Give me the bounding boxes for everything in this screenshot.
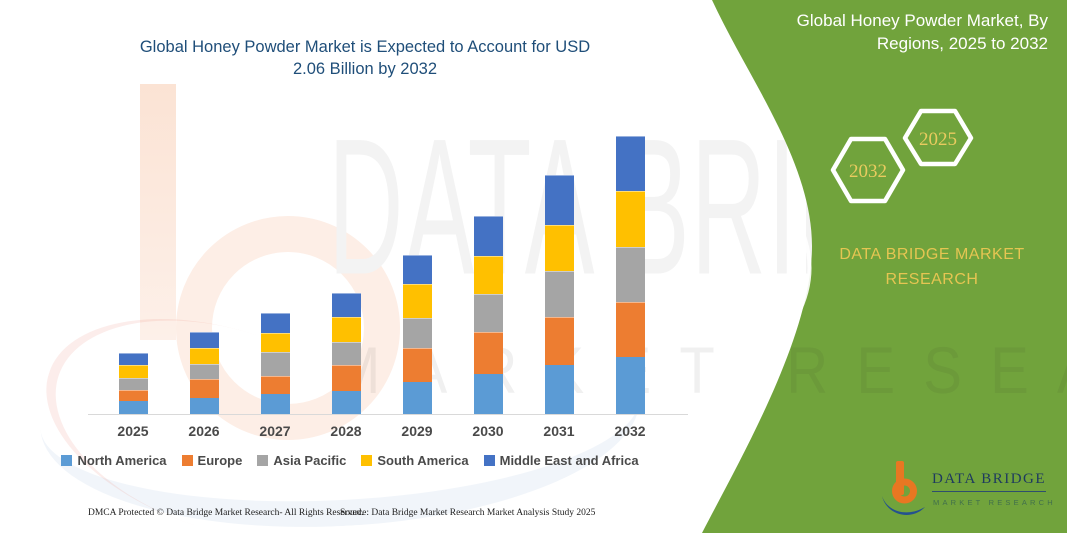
logo-name: DATA BRIDGE	[932, 471, 1047, 492]
hexagon-2025-icon	[902, 108, 974, 167]
bar-segment-2029	[402, 318, 432, 348]
bar-segment-2028	[331, 342, 361, 366]
bar-2026	[189, 331, 219, 414]
legend-item: South America	[361, 453, 469, 468]
hexagon-year-2025: 2025	[919, 129, 957, 150]
logo-subtitle: MARKET RESEARCH	[933, 498, 1056, 507]
x-axis-label: 2026	[188, 423, 220, 439]
chart-title: Global Honey Powder Market is Expected t…	[139, 38, 591, 79]
bar-2032	[615, 135, 645, 414]
x-axis-label: 2028	[330, 423, 362, 439]
bar-2025	[118, 353, 148, 414]
bar-segment-2029	[402, 381, 432, 414]
watermark-logo-b-stem-icon	[140, 84, 176, 340]
chart-legend: North America Europe Asia Pacific South Ame…	[55, 453, 645, 468]
bar-segment-2029	[402, 284, 432, 319]
bar-segment-2026	[189, 347, 219, 365]
bar-segment-2031	[544, 175, 574, 226]
x-axis-label: 2032	[614, 423, 646, 439]
x-axis-label: 2029	[401, 423, 433, 439]
logo-b-icon	[882, 461, 925, 515]
bar-segment-2027	[260, 376, 290, 394]
bar-segment-2027	[260, 312, 290, 334]
legend-label: Middle East and Africa	[499, 453, 639, 468]
decorative-arc-icon	[795, 223, 812, 317]
x-axis-label: 2025	[117, 423, 149, 439]
bar-segment-2025	[118, 353, 148, 366]
x-axis-label: 2027	[259, 423, 291, 439]
bar-segment-2032	[615, 357, 645, 414]
bar-segment-2028	[331, 292, 361, 317]
bar-segment-2027	[260, 393, 290, 414]
footer-copyright: DMCA Protected © Data Bridge Market Rese…	[88, 508, 364, 518]
bar-segment-2032	[615, 246, 645, 302]
bar-segment-2030	[473, 331, 503, 374]
brand-wordmark: DATA BRIDGE MARKET RESEARCH	[839, 246, 1025, 288]
bar-segment-2031	[544, 225, 574, 271]
bar-segment-2027	[260, 351, 290, 377]
bar-segment-2032	[615, 301, 645, 358]
hexagon-year-2032: 2032	[849, 161, 887, 182]
bar-segment-2025	[118, 365, 148, 378]
bar-2029	[402, 254, 432, 414]
bar-segment-2030	[473, 215, 503, 257]
bar-segment-2031	[544, 365, 574, 414]
bar-segment-2030	[473, 373, 503, 414]
bar-segment-2032	[615, 135, 645, 192]
bar-2028	[331, 292, 361, 414]
bar-segment-2031	[544, 316, 574, 366]
legend-item: Europe	[181, 453, 243, 468]
panel-title: Global Honey Powder Market, By Regions, …	[796, 11, 1048, 53]
bar-segment-2029	[402, 347, 432, 382]
bar-segment-2030	[473, 256, 503, 294]
bar-2030	[473, 215, 503, 414]
x-axis-label: 2030	[472, 423, 504, 439]
bar-segment-2028	[331, 391, 361, 414]
legend-item: Middle East and Africa	[483, 453, 639, 468]
bar-segment-2026	[189, 364, 219, 379]
legend-label: North America	[77, 453, 167, 468]
legend-label: Europe	[197, 453, 243, 468]
bar-segment-2029	[402, 254, 432, 285]
bar-segment-2032	[615, 191, 645, 247]
legend-swatch-icon	[61, 455, 73, 466]
green-panel-shape	[702, 0, 1067, 533]
bar-2031	[544, 175, 574, 414]
legend-item: North America	[61, 453, 167, 468]
legend-label: South America	[377, 453, 469, 468]
bar-2027	[260, 312, 290, 414]
bar-segment-2025	[118, 400, 148, 414]
legend-item: Asia Pacific	[257, 453, 346, 468]
bar-segment-2026	[189, 378, 219, 398]
legend-swatch-icon	[483, 455, 495, 466]
bar-segment-2026	[189, 331, 219, 348]
bar-segment-2030	[473, 293, 503, 332]
bar-segment-2026	[189, 397, 219, 414]
bar-segment-2028	[331, 365, 361, 392]
footer-source: Source: Data Bridge Market Research Mark…	[340, 508, 596, 518]
x-axis-line	[88, 414, 688, 415]
bar-segment-2031	[544, 270, 574, 317]
legend-label: Asia Pacific	[273, 453, 347, 468]
legend-swatch-icon	[181, 455, 193, 466]
hexagon-2032-icon	[830, 136, 906, 204]
bar-segment-2025	[118, 389, 148, 401]
x-axis-label: 2031	[543, 423, 575, 439]
bar-segment-2025	[118, 377, 148, 390]
company-logo: DATA BRIDGE MARKET RESEARCH	[880, 456, 1066, 524]
bar-segment-2027	[260, 333, 290, 352]
watermark-research-text: MARKET RESEARCH	[332, 333, 1067, 407]
bar-segment-2028	[331, 316, 361, 343]
legend-swatch-icon	[257, 455, 269, 466]
legend-swatch-icon	[361, 455, 373, 466]
